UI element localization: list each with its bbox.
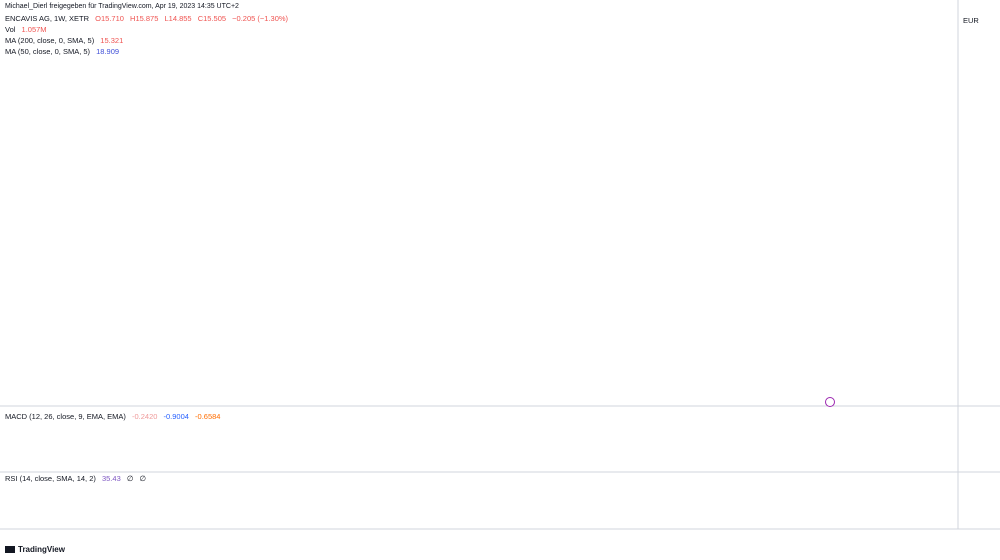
symbol-legend: ENCAVIS AG, 1W, XETR O15.710 H15.875 L14… — [5, 14, 289, 23]
ma50-value: 18.909 — [96, 47, 119, 56]
rsi-extra: ∅ — [139, 474, 146, 483]
currency-label: EUR — [963, 16, 979, 25]
brand: TradingView — [5, 545, 66, 554]
ma50-name: MA (50, close, 0, SMA, 5) — [5, 47, 91, 56]
ma200-value: 15.321 — [100, 36, 123, 45]
rsi-extra: ∅ — [127, 474, 134, 483]
high: H15.875 — [130, 14, 158, 23]
ma200-name: MA (200, close, 0, SMA, 5) — [5, 36, 95, 45]
macd-value: -0.9004 — [164, 412, 189, 421]
volume-name: Vol — [5, 25, 16, 34]
rsi-name: RSI (14, close, SMA, 14, 2) — [5, 474, 96, 483]
brand-logo — [5, 546, 15, 553]
rsi-value: 35.43 — [102, 474, 121, 483]
share-info: Michael_Dierl freigegeben für TradingVie… — [5, 3, 239, 10]
signal-value: -0.6584 — [195, 412, 220, 421]
symbol: ENCAVIS AG, 1W, XETR — [5, 14, 90, 23]
open: O15.710 — [95, 14, 124, 23]
volume-value: 1.057M — [22, 25, 47, 34]
alert-icon[interactable] — [825, 397, 835, 407]
change: −0.205 (−1.30%) — [232, 14, 288, 23]
volume-legend: Vol 1.057M — [5, 25, 47, 34]
macd-hist-value: -0.2420 — [132, 412, 157, 421]
ma50-legend: MA (50, close, 0, SMA, 5) 18.909 — [5, 47, 119, 56]
ma200-legend: MA (200, close, 0, SMA, 5) 15.321 — [5, 36, 123, 45]
macd-name: MACD (12, 26, close, 9, EMA, EMA) — [5, 412, 126, 421]
brand-name: TradingView — [18, 545, 66, 554]
rsi-legend: RSI (14, close, SMA, 14, 2) 35.43 ∅ ∅ — [5, 474, 146, 483]
low: L14.855 — [164, 14, 191, 23]
macd-legend: MACD (12, 26, close, 9, EMA, EMA) -0.242… — [5, 412, 220, 421]
close: C15.505 — [198, 14, 226, 23]
